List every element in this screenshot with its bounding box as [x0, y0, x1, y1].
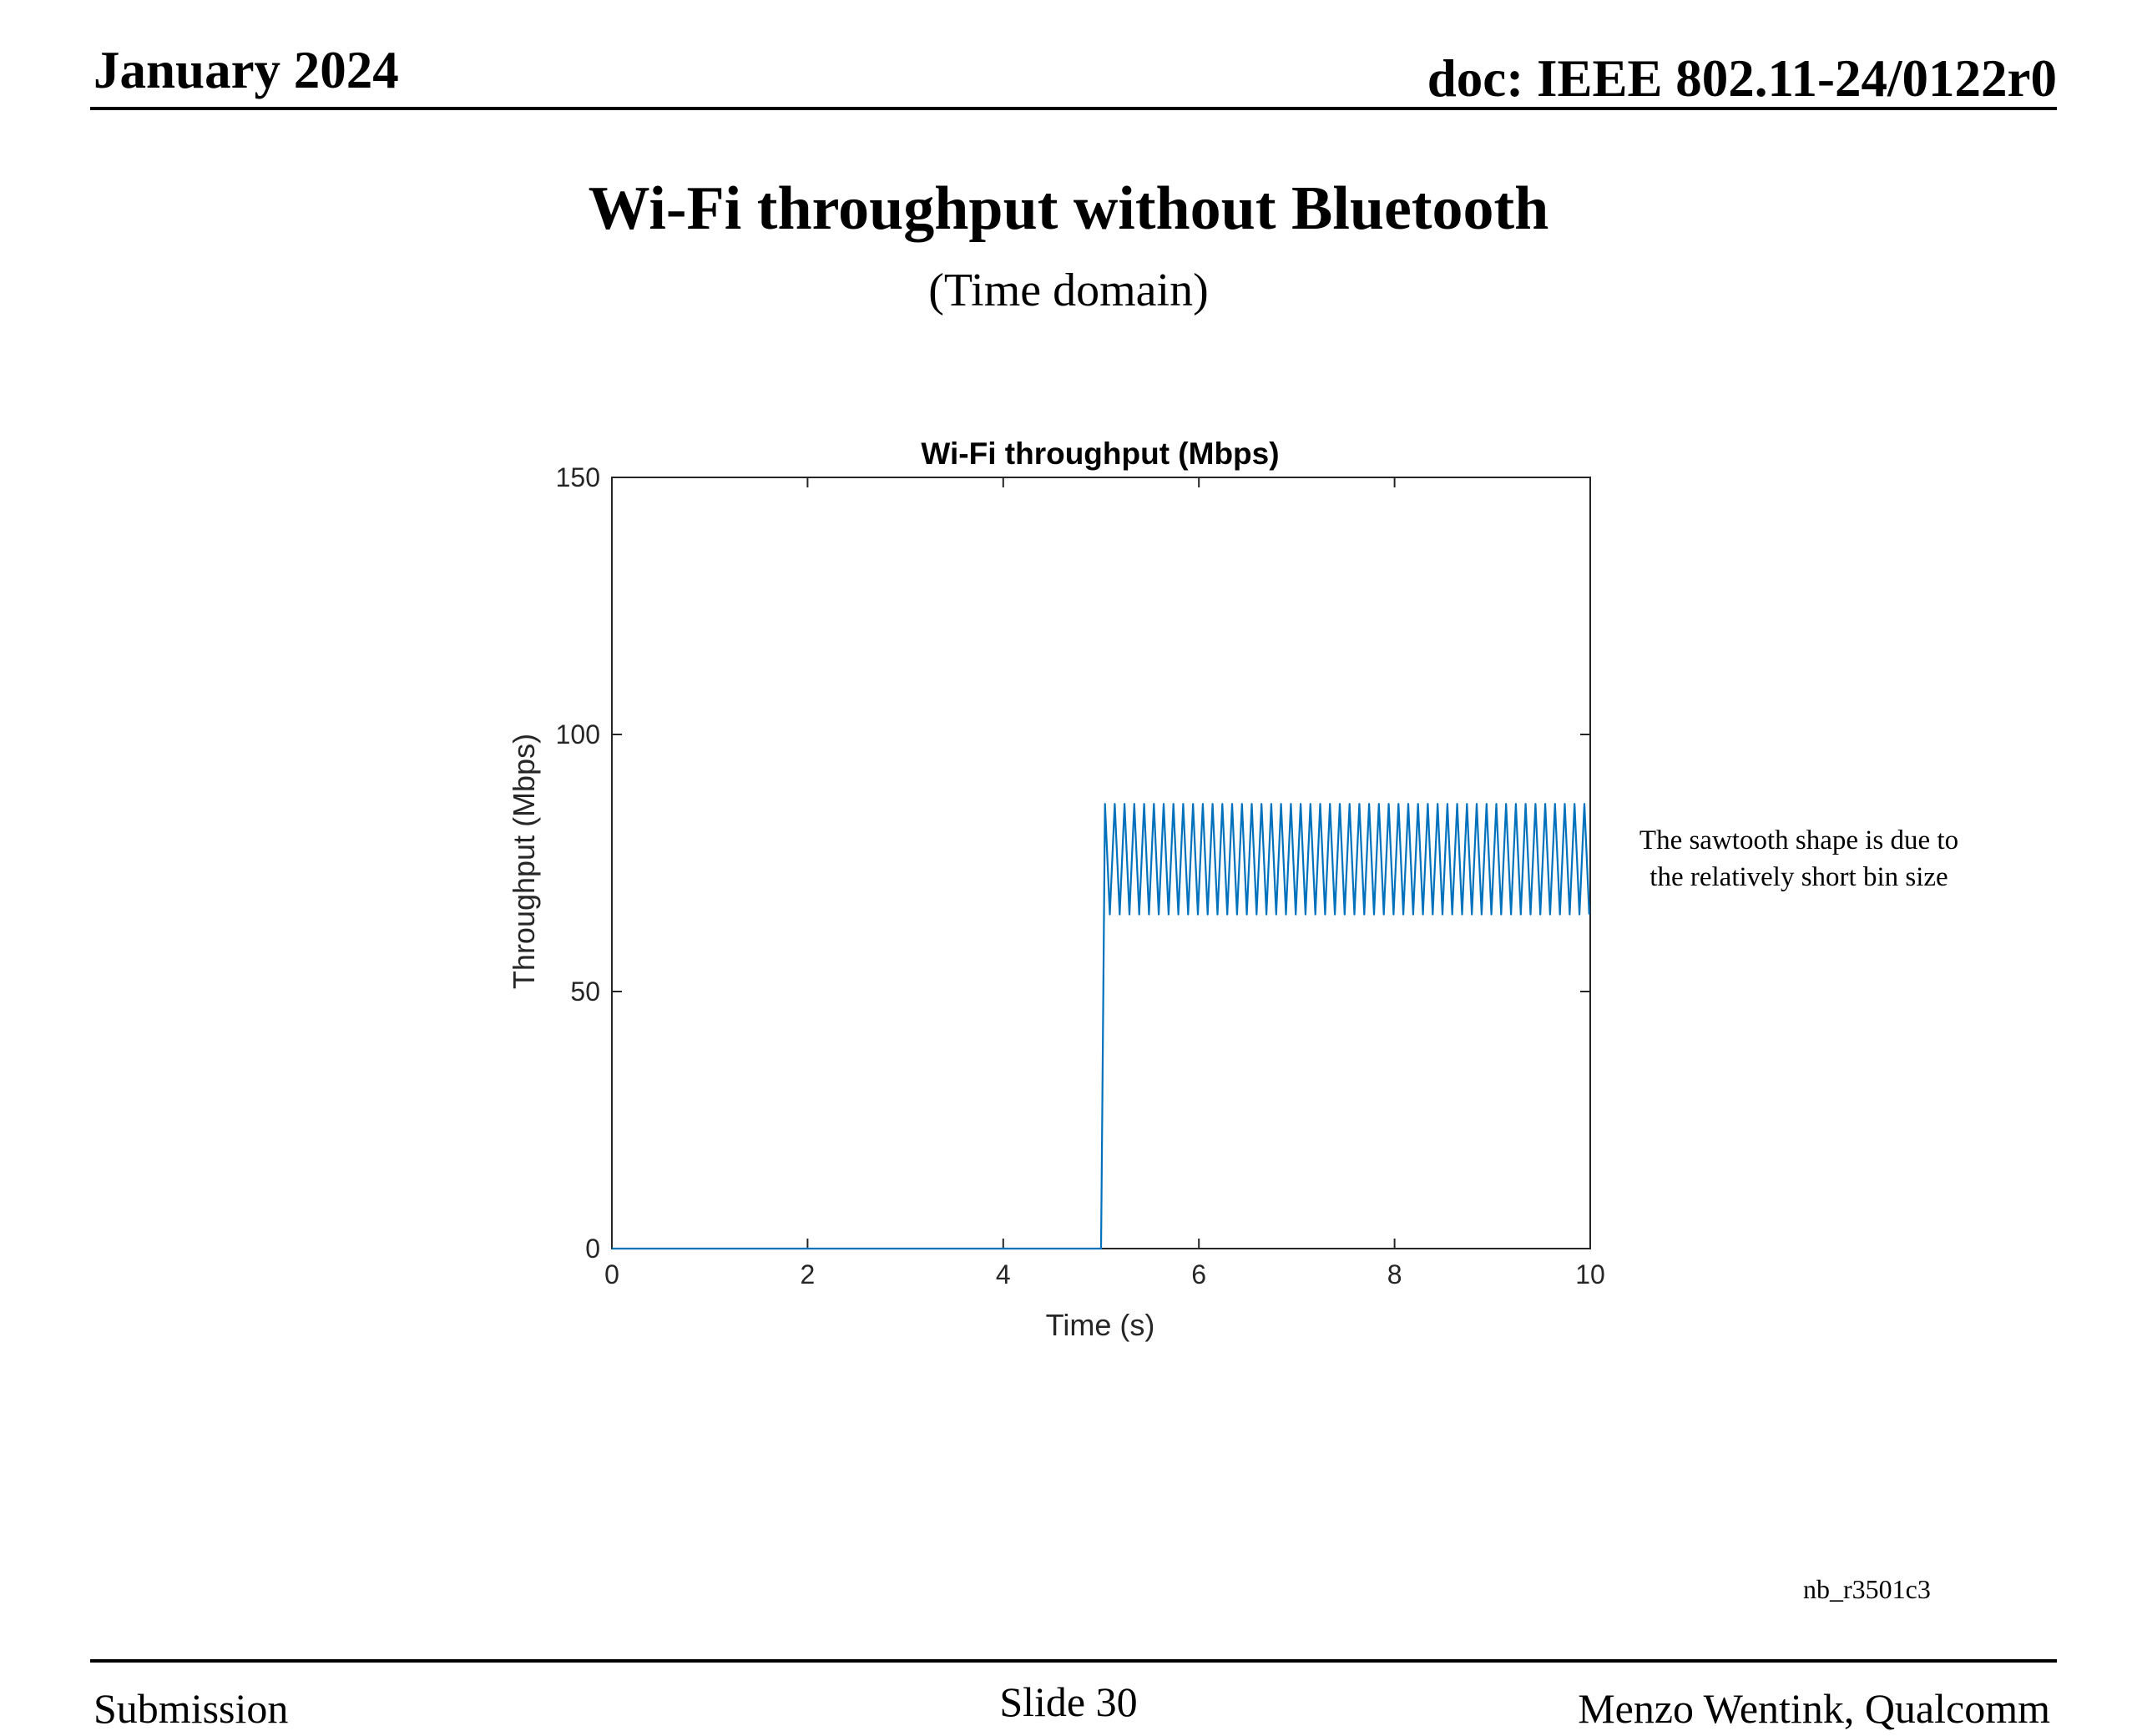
footer-author: Menzo Wentink, Qualcomm [1578, 1685, 2050, 1732]
sawtooth-annotation: The sawtooth shape is due to the relativ… [1590, 822, 2008, 896]
footer-rule [90, 1659, 2057, 1663]
y-axis-label: Throughput (Mbps) [507, 734, 541, 989]
x-tick-label: 6 [1191, 1259, 1206, 1289]
x-tick-label: 8 [1387, 1259, 1402, 1289]
plot-area-frame [611, 477, 1591, 1249]
y-tick-label: 50 [570, 976, 600, 1007]
y-tick-label: 100 [556, 719, 600, 749]
y-tick-label: 0 [585, 1234, 600, 1264]
header-date: January 2024 [93, 41, 399, 99]
header-rule [90, 107, 2057, 110]
footer-slide-number: Slide 30 [999, 1678, 1138, 1725]
throughput-chart: Wi-Fi throughput (Mbps) Time (s) Through… [507, 437, 1605, 1342]
throughput-series-line [612, 803, 1590, 1250]
x-tick-label: 0 [604, 1259, 619, 1289]
figure-code: nb_r3501c3 [1803, 1574, 1931, 1604]
x-axis-label: Time (s) [1046, 1308, 1155, 1342]
x-tick-label: 4 [996, 1259, 1011, 1289]
footer-submission: Submission [93, 1685, 289, 1732]
x-tick-label: 10 [1575, 1259, 1605, 1289]
annotation-line-1: The sawtooth shape is due to [1639, 825, 1959, 855]
x-tick-label: 2 [801, 1259, 816, 1289]
header-doc-id: doc: IEEE 802.11-24/0122r0 [1427, 49, 2057, 108]
y-tick-label: 150 [556, 462, 600, 492]
slide-subtitle: (Time domain) [928, 265, 1209, 316]
chart-title: Wi-Fi throughput (Mbps) [921, 437, 1279, 471]
annotation-line-2: the relatively short bin size [1649, 862, 1948, 892]
slide-title: Wi-Fi throughput without Bluetooth [588, 174, 1549, 243]
